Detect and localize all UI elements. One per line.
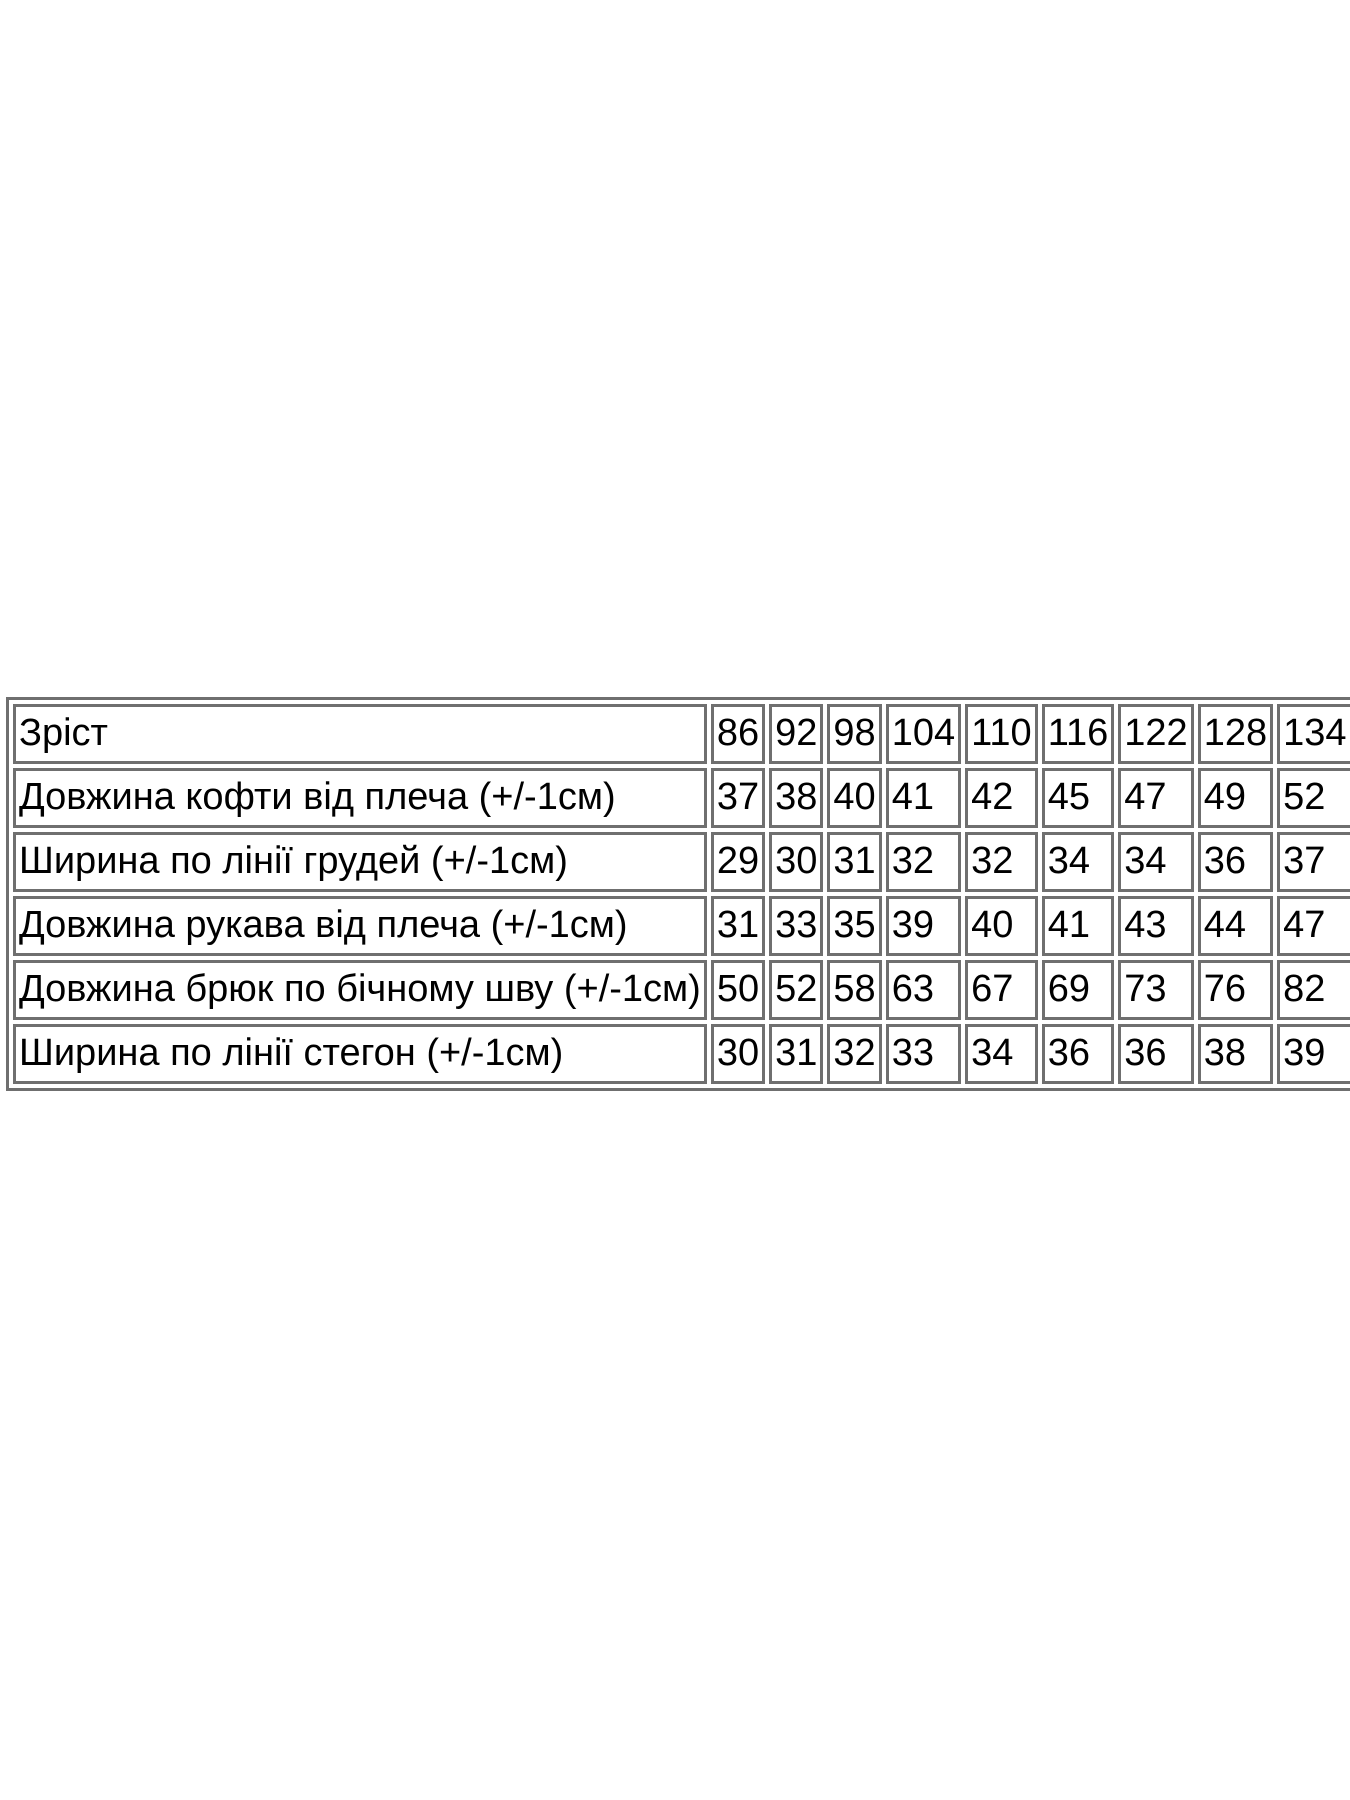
value-cell: 32: [965, 832, 1038, 892]
value-cell: 36: [1197, 832, 1274, 892]
header-value-cell: 128: [1197, 704, 1274, 764]
value-cell: 40: [965, 896, 1038, 956]
value-cell: 43: [1118, 896, 1194, 956]
value-cell: 67: [965, 960, 1038, 1020]
value-cell: 76: [1197, 960, 1274, 1020]
value-cell: 31: [710, 896, 766, 956]
row-label-cell: Ширина по лінії стегон (+/-1см): [13, 1024, 707, 1084]
header-value-cell: 134: [1277, 704, 1350, 764]
header-value-cell: 110: [965, 704, 1038, 764]
header-value-cell: 92: [769, 704, 824, 764]
value-cell: 33: [769, 896, 824, 956]
value-cell: 63: [885, 960, 962, 1020]
value-cell: 82: [1277, 960, 1350, 1020]
value-cell: 34: [1041, 832, 1115, 892]
value-cell: 30: [710, 1024, 766, 1084]
value-cell: 33: [885, 1024, 962, 1084]
value-cell: 37: [1277, 832, 1350, 892]
value-cell: 34: [1118, 832, 1194, 892]
value-cell: 49: [1197, 768, 1274, 828]
size-chart-table: Зріст 86 92 98 104 110 116 122 128 134 Довжина коф…: [6, 697, 1350, 1091]
value-cell: 30: [769, 832, 824, 892]
value-cell: 36: [1118, 1024, 1194, 1084]
value-cell: 32: [827, 1024, 882, 1084]
value-cell: 44: [1197, 896, 1274, 956]
value-cell: 39: [1277, 1024, 1350, 1084]
value-cell: 50: [710, 960, 766, 1020]
row-label-cell: Довжина рукава від плеча (+/-1см): [13, 896, 707, 956]
table-row: Довжина рукава від плеча (+/-1см) 31 33 35 3…: [13, 896, 1350, 956]
row-label-cell: Довжина кофти від плеча (+/-1см): [13, 768, 707, 828]
value-cell: 47: [1118, 768, 1194, 828]
value-cell: 73: [1118, 960, 1194, 1020]
value-cell: 45: [1041, 768, 1115, 828]
value-cell: 42: [965, 768, 1038, 828]
value-cell: 39: [885, 896, 962, 956]
header-row: Зріст 86 92 98 104 110 116 122 128 134: [13, 704, 1350, 764]
value-cell: 38: [1197, 1024, 1274, 1084]
value-cell: 41: [885, 768, 962, 828]
header-label-cell: Зріст: [13, 704, 707, 764]
value-cell: 35: [827, 896, 882, 956]
value-cell: 34: [965, 1024, 1038, 1084]
table-row: Довжина брюк по бічному шву (+/-1см) 50 52…: [13, 960, 1350, 1020]
table-row: Ширина по лінії грудей (+/-1см) 29 30 31 32 3…: [13, 832, 1350, 892]
value-cell: 31: [827, 832, 882, 892]
value-cell: 41: [1041, 896, 1115, 956]
header-value-cell: 104: [885, 704, 962, 764]
value-cell: 52: [769, 960, 824, 1020]
value-cell: 47: [1277, 896, 1350, 956]
value-cell: 40: [827, 768, 882, 828]
table-row: Довжина кофти від плеча (+/-1см) 37 38 40 41…: [13, 768, 1350, 828]
table-row: Ширина по лінії стегон (+/-1см) 30 31 32 33 3…: [13, 1024, 1350, 1084]
value-cell: 38: [769, 768, 824, 828]
header-value-cell: 122: [1118, 704, 1194, 764]
value-cell: 31: [769, 1024, 824, 1084]
value-cell: 29: [710, 832, 766, 892]
value-cell: 69: [1041, 960, 1115, 1020]
value-cell: 32: [885, 832, 962, 892]
value-cell: 58: [827, 960, 882, 1020]
value-cell: 37: [710, 768, 766, 828]
header-value-cell: 116: [1041, 704, 1115, 764]
value-cell: 52: [1277, 768, 1350, 828]
row-label-cell: Ширина по лінії грудей (+/-1см): [13, 832, 707, 892]
header-value-cell: 98: [827, 704, 882, 764]
value-cell: 36: [1041, 1024, 1115, 1084]
row-label-cell: Довжина брюк по бічному шву (+/-1см): [13, 960, 707, 1020]
header-value-cell: 86: [710, 704, 766, 764]
